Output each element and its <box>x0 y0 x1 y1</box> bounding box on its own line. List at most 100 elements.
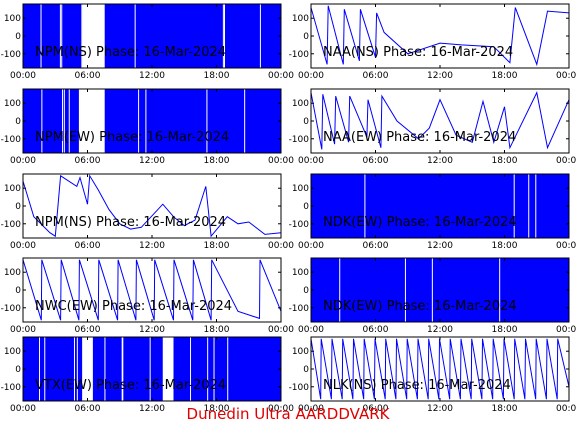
x-tick-label: 00:00 <box>10 156 36 166</box>
trace-group <box>23 89 281 153</box>
chart-title: NPM(NS) Phase: 16-Mar-2024 <box>35 215 226 230</box>
x-tick-label: 12:00 <box>427 71 453 81</box>
y-tick-label: 0 <box>303 365 309 375</box>
plot-area <box>311 337 569 401</box>
y-tick-label: 0 <box>303 286 309 296</box>
y-tick-label: -100 <box>289 50 310 60</box>
chart-panel: 100 0 -100 00:00 06:00 12:00 18:00 00:00 VTX(EW)… <box>1 336 294 414</box>
dense-trace-block <box>311 174 569 238</box>
x-tick-label: 00:00 <box>298 241 324 251</box>
credit-label: Dunedin Ultra AARDDVARK <box>186 405 390 423</box>
chart-title: NAA(EW) Phase: 16-Mar-2024 <box>323 130 516 145</box>
chart-panel: 100 0 -100 00:00 06:00 12:00 18:00 00:00 NLK(NS)… <box>289 336 576 414</box>
x-tick-label: 00:00 <box>268 241 294 251</box>
x-tick-label: 06:00 <box>363 404 389 414</box>
y-tick-label: 0 <box>15 365 21 375</box>
chart-title: NWC(EW) Phase: 16-Mar-2024 <box>35 299 232 314</box>
y-tick-label: 0 <box>303 117 309 127</box>
chart-panel: 100 0 -100 00:00 06:00 12:00 18:00 00:00 NAA(EW)… <box>289 88 576 166</box>
x-tick-label: 00:00 <box>556 156 576 166</box>
dense-trace-block <box>104 4 281 68</box>
x-tick-label: 12:00 <box>139 404 165 414</box>
x-tick-label: 12:00 <box>139 71 165 81</box>
x-tick-label: 00:00 <box>10 325 36 335</box>
y-tick-label: 0 <box>303 32 309 42</box>
y-tick-label: 0 <box>15 32 21 42</box>
y-tick-label: 0 <box>15 202 21 212</box>
dense-trace-block <box>23 4 83 68</box>
series-line <box>23 174 281 238</box>
x-tick-label: 00:00 <box>10 241 36 251</box>
y-tick-label: 100 <box>4 268 21 278</box>
x-tick-label: 00:00 <box>268 71 294 81</box>
x-tick-label: 18:00 <box>204 325 230 335</box>
x-tick-label: 12:00 <box>139 325 165 335</box>
plot-area <box>23 174 281 238</box>
x-tick-label: 12:00 <box>139 156 165 166</box>
x-tick-label: 06:00 <box>363 241 389 251</box>
y-tick-label: -100 <box>1 220 22 230</box>
series-line <box>311 5 569 67</box>
x-tick-label: 18:00 <box>492 241 518 251</box>
y-tick-label: 100 <box>4 99 21 109</box>
trace-group <box>23 259 281 321</box>
chart-title: NDK(EW) Phase: 16-Mar-2024 <box>323 215 517 230</box>
trace-group <box>311 338 569 400</box>
chart-panel: 100 0 -100 00:00 06:00 12:00 18:00 00:00 NPM(EW)… <box>1 88 294 166</box>
x-tick-label: 06:00 <box>75 156 101 166</box>
x-tick-label: 00:00 <box>268 325 294 335</box>
x-tick-label: 18:00 <box>492 404 518 414</box>
chart-panel: 100 0 -100 00:00 06:00 12:00 18:00 00:00 NWC(EW)… <box>1 257 294 335</box>
x-tick-label: 18:00 <box>492 156 518 166</box>
y-tick-label: -100 <box>1 383 22 393</box>
y-tick-label: 100 <box>292 99 309 109</box>
series-line <box>23 259 281 321</box>
dense-trace-block <box>104 89 281 153</box>
chart-title: NPM(NS) Phase: 16-Mar-2024 <box>35 45 226 60</box>
x-tick-label: 00:00 <box>10 404 36 414</box>
dense-trace-block <box>311 258 569 322</box>
x-tick-label: 00:00 <box>268 404 294 414</box>
chart-panel: 100 0 -100 00:00 06:00 12:00 18:00 00:00 NAA(NS)… <box>289 3 576 81</box>
x-tick-label: 00:00 <box>298 156 324 166</box>
x-tick-label: 00:00 <box>298 325 324 335</box>
trace-group <box>23 4 281 68</box>
y-tick-label: 0 <box>303 202 309 212</box>
trace-group <box>311 174 569 238</box>
x-tick-label: 18:00 <box>204 404 230 414</box>
x-tick-label: 00:00 <box>556 71 576 81</box>
trace-group <box>23 337 281 401</box>
y-tick-label: 0 <box>15 286 21 296</box>
y-tick-label: 100 <box>4 347 21 357</box>
x-tick-label: 06:00 <box>75 325 101 335</box>
x-tick-label: 18:00 <box>492 71 518 81</box>
x-tick-label: 12:00 <box>139 241 165 251</box>
x-tick-label: 00:00 <box>556 241 576 251</box>
x-tick-label: 06:00 <box>75 241 101 251</box>
y-tick-label: 100 <box>292 268 309 278</box>
x-tick-label: 06:00 <box>363 156 389 166</box>
y-tick-label: -100 <box>1 135 22 145</box>
chart-panel: 100 0 -100 00:00 06:00 12:00 18:00 00:00 NPM(NS)… <box>1 3 294 81</box>
x-tick-label: 12:00 <box>427 325 453 335</box>
x-tick-label: 00:00 <box>556 404 576 414</box>
y-tick-label: 100 <box>292 184 309 194</box>
x-tick-label: 18:00 <box>204 241 230 251</box>
trace-group <box>311 258 569 322</box>
trace-group <box>311 5 569 67</box>
x-tick-label: 06:00 <box>363 71 389 81</box>
chart-panel: 100 0 -100 00:00 06:00 12:00 18:00 00:00 NDK(EW)… <box>289 257 576 335</box>
y-tick-label: 100 <box>292 347 309 357</box>
x-tick-label: 12:00 <box>427 404 453 414</box>
x-tick-label: 18:00 <box>204 156 230 166</box>
y-tick-label: 100 <box>4 14 21 24</box>
chart-panel: 100 0 -100 00:00 06:00 12:00 18:00 00:00 NDK(EW)… <box>289 173 576 251</box>
y-tick-label: -100 <box>1 50 22 60</box>
chart-title: NAA(NS) Phase: 16-Mar-2024 <box>323 45 513 60</box>
series-line <box>311 91 569 150</box>
chart-title: NDK(EW) Phase: 16-Mar-2024 <box>323 299 517 314</box>
chart-panel: 100 0 -100 00:00 06:00 12:00 18:00 00:00 NPM(NS)… <box>1 173 294 251</box>
chart-title: NPM(EW) Phase: 16-Mar-2024 <box>35 130 229 145</box>
x-tick-label: 00:00 <box>268 156 294 166</box>
